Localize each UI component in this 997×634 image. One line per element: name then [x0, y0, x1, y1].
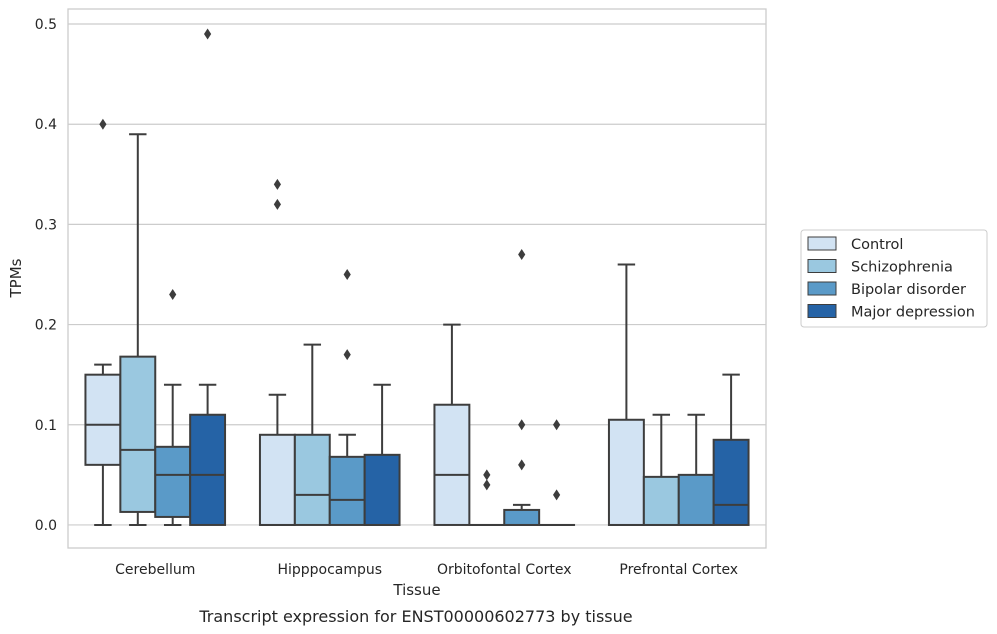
- legend-swatch: [807, 281, 837, 296]
- y-tick-label: 0.4: [35, 117, 57, 133]
- x-tick-label: Hipppocampus: [277, 562, 382, 578]
- outlier-point: [518, 248, 526, 260]
- x-tick-label: Prefrontal Cortex: [619, 562, 738, 578]
- outlier-point: [273, 198, 281, 210]
- outlier-point: [343, 268, 351, 280]
- outlier-point: [518, 459, 526, 471]
- outlier-point: [343, 349, 351, 361]
- box-schizophrenia: [293, 343, 331, 526]
- box-iqr: [642, 475, 680, 526]
- box-major-depression: [712, 373, 750, 526]
- y-tick-label: 0.2: [35, 318, 57, 334]
- box-schizophrenia: [642, 413, 680, 526]
- legend-frame: [800, 229, 988, 328]
- outlier-point: [169, 289, 177, 301]
- box-major-depression: [538, 419, 576, 526]
- y-tick-label: 0.3: [35, 217, 57, 233]
- outlier-point: [483, 469, 491, 481]
- legend-swatch: [807, 236, 837, 251]
- box-iqr: [363, 453, 401, 526]
- box-bipolar-disorder: [154, 289, 192, 526]
- legend-label: Schizophrenia: [851, 260, 953, 276]
- outlier-point: [553, 489, 561, 501]
- legend-label: Bipolar disorder: [851, 282, 966, 298]
- box-iqr: [677, 473, 715, 526]
- y-tick-label: 0.5: [35, 17, 57, 33]
- box-iqr: [189, 413, 227, 526]
- box-schizophrenia: [468, 469, 506, 526]
- legend-swatch: [807, 259, 837, 273]
- box-control: [258, 178, 296, 526]
- box-major-depression: [189, 28, 227, 526]
- x-tick-label: Cerebellum: [115, 562, 195, 578]
- x-tick-label: Orbitofontal Cortex: [437, 562, 572, 578]
- box-iqr: [607, 418, 645, 526]
- box-iqr: [119, 355, 157, 513]
- legend-label: Major depression: [851, 305, 975, 321]
- box-iqr: [328, 455, 366, 526]
- x-axis-label: Tissue: [392, 581, 440, 599]
- box-iqr: [293, 433, 331, 526]
- outlier-point: [483, 479, 491, 491]
- box-control: [607, 263, 645, 526]
- boxes-layer: [84, 28, 750, 526]
- y-tick-label: 0.0: [35, 518, 57, 534]
- outlier-point: [99, 118, 107, 130]
- box-iqr: [258, 433, 296, 526]
- box-schizophrenia: [119, 133, 157, 526]
- y-axis-ticks: 0.0 0.1 0.2 0.3 0.4 0.5: [35, 17, 57, 534]
- outlier-point: [518, 419, 526, 431]
- chart-caption: Transcript expression for ENST0000060277…: [198, 607, 632, 626]
- box-iqr: [84, 373, 122, 466]
- box-control: [433, 323, 471, 526]
- box-iqr: [433, 403, 471, 526]
- y-axis-label: TPMs: [7, 258, 25, 298]
- box-major-depression: [363, 383, 401, 526]
- outlier-point: [273, 178, 281, 190]
- legend: Control Schizophrenia Bipolar disorder Majo…: [800, 229, 988, 328]
- box-iqr: [503, 508, 541, 526]
- outlier-point: [204, 28, 212, 40]
- y-tick-label: 0.1: [35, 418, 57, 434]
- legend-swatch: [807, 304, 837, 318]
- box-control: [84, 118, 122, 526]
- outlier-point: [553, 419, 561, 431]
- box-bipolar-disorder: [677, 413, 715, 526]
- box-bipolar-disorder: [503, 248, 541, 526]
- legend-label: Control: [851, 237, 903, 253]
- box-iqr: [154, 445, 192, 518]
- x-axis-ticks: Cerebellum Hipppocampus Orbitofontal Corte…: [115, 562, 738, 578]
- box-bipolar-disorder: [328, 268, 366, 526]
- box-iqr: [712, 438, 750, 526]
